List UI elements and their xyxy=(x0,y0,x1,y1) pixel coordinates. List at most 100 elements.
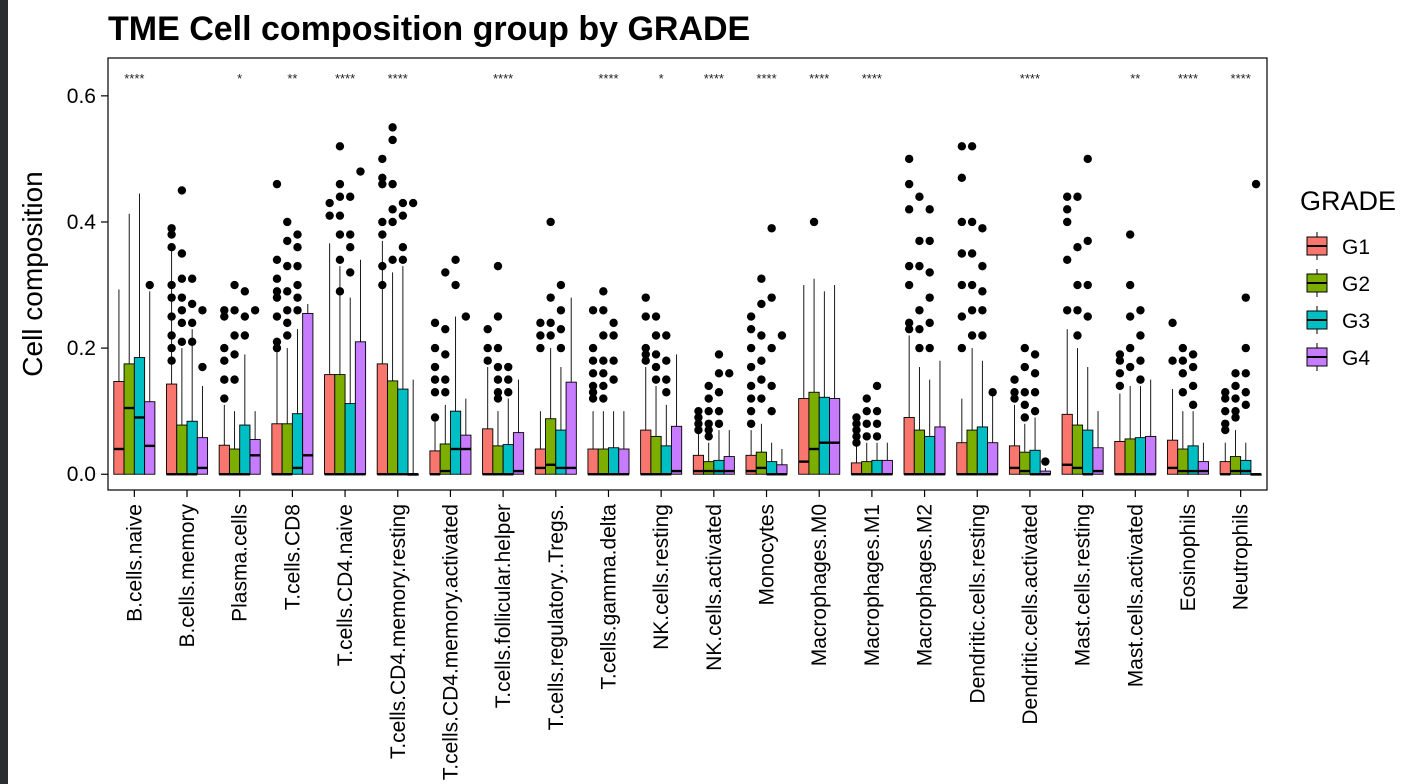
outlier-point xyxy=(240,312,250,321)
box-g2 xyxy=(1124,438,1136,475)
outlier-point xyxy=(388,255,397,265)
box-g4 xyxy=(565,381,577,475)
x-tick-label: B.cells.memory xyxy=(176,504,199,648)
box-g3 xyxy=(291,413,304,475)
outlier-point xyxy=(862,419,871,428)
outlier-point xyxy=(862,406,871,416)
outlier-point xyxy=(588,356,598,365)
outlier-point xyxy=(957,142,967,151)
outlier-point xyxy=(272,274,282,283)
outlier-point xyxy=(230,331,239,340)
category-macrophages-m1 xyxy=(850,381,893,476)
outlier-point xyxy=(1188,362,1198,372)
outlier-point xyxy=(978,287,987,296)
outlier-point xyxy=(1136,356,1145,365)
outlier-point xyxy=(915,192,924,201)
outlier-point xyxy=(852,425,861,435)
outlier-point xyxy=(1136,306,1145,315)
outlier-point xyxy=(556,324,566,334)
outlier-point xyxy=(546,293,555,302)
outlier-point xyxy=(1231,369,1240,378)
outlier-point xyxy=(1083,154,1092,164)
outlier-point xyxy=(1241,343,1250,353)
outlier-point xyxy=(1020,388,1029,397)
box-g4 xyxy=(196,437,209,475)
outlier-point xyxy=(757,299,766,309)
box-g3 xyxy=(766,461,778,475)
category-b-cells-memory xyxy=(166,186,209,476)
outlier-point xyxy=(378,179,387,189)
outlier-point xyxy=(767,343,776,353)
box-g3 xyxy=(1134,437,1147,475)
significance-label: **** xyxy=(809,71,829,86)
outlier-point xyxy=(1063,306,1072,315)
outlier-point xyxy=(904,154,914,164)
x-tick-label: Macrophages.M2 xyxy=(914,504,937,666)
outlier-point xyxy=(1125,312,1135,321)
outlier-point xyxy=(767,406,776,416)
outlier-point xyxy=(1168,318,1177,328)
outlier-point xyxy=(1125,230,1135,239)
outlier-point xyxy=(988,388,997,397)
outlier-point xyxy=(430,318,440,328)
outlier-point xyxy=(925,343,934,353)
outlier-point xyxy=(220,343,229,353)
box-g1 xyxy=(429,450,441,475)
outlier-point xyxy=(483,343,492,353)
outlier-point xyxy=(978,261,987,271)
outlier-point xyxy=(925,205,934,214)
category-nk-cells-activated xyxy=(692,350,735,475)
outlier-point xyxy=(1188,350,1198,359)
outlier-point xyxy=(872,432,882,441)
outlier-point xyxy=(777,331,787,340)
outlier-point xyxy=(957,280,967,290)
outlier-point xyxy=(293,230,302,239)
outlier-point xyxy=(1115,369,1125,378)
outlier-point xyxy=(599,356,608,365)
outlier-point xyxy=(177,274,187,283)
y-axis-title: Cell composition xyxy=(17,171,48,376)
outlier-point xyxy=(967,280,977,290)
outlier-point xyxy=(1030,350,1040,359)
outlier-point xyxy=(714,419,724,428)
boxplots xyxy=(113,123,1262,476)
outlier-point xyxy=(272,179,282,189)
outlier-point xyxy=(346,242,355,252)
outlier-point xyxy=(1136,375,1145,384)
y-tick-label: 0.4 xyxy=(67,211,97,234)
outlier-point xyxy=(1041,457,1050,466)
outlier-point xyxy=(283,236,292,246)
outlier-point xyxy=(441,388,450,397)
outlier-point xyxy=(925,236,934,246)
outlier-point xyxy=(714,350,724,359)
outlier-point xyxy=(978,306,987,315)
outlier-point xyxy=(283,217,292,227)
outlier-point xyxy=(862,394,871,403)
outlier-point xyxy=(662,356,671,365)
significance-labels: **** * ** **** **** **** **** * **** **** **** ****… xyxy=(124,71,1251,86)
box-g1 xyxy=(482,428,494,475)
box-g3 xyxy=(1082,429,1094,475)
outlier-point xyxy=(430,413,440,422)
outlier-point xyxy=(1115,356,1125,365)
outlier-point xyxy=(746,343,756,353)
legend-items: G1 G2 G3 G4 xyxy=(1306,232,1370,371)
outlier-point xyxy=(746,324,756,334)
outlier-point xyxy=(1241,388,1250,397)
outlier-point xyxy=(408,198,418,208)
outlier-point xyxy=(662,388,671,397)
outlier-point xyxy=(651,312,661,321)
legend-item-g2: G2 xyxy=(1306,269,1370,297)
chart-title: TME Cell composition group by GRADE xyxy=(108,10,750,48)
outlier-point xyxy=(599,331,608,340)
outlier-point xyxy=(1231,394,1240,403)
plot-panel xyxy=(107,57,1268,491)
outlier-point xyxy=(1030,388,1040,397)
significance-label: * xyxy=(237,71,242,86)
outlier-point xyxy=(746,381,756,391)
outlier-point xyxy=(430,388,440,397)
x-tick-label: B.cells.naive xyxy=(123,504,146,622)
outlier-point xyxy=(1178,356,1188,365)
outlier-point xyxy=(1073,242,1082,252)
outlier-point xyxy=(1083,236,1092,246)
